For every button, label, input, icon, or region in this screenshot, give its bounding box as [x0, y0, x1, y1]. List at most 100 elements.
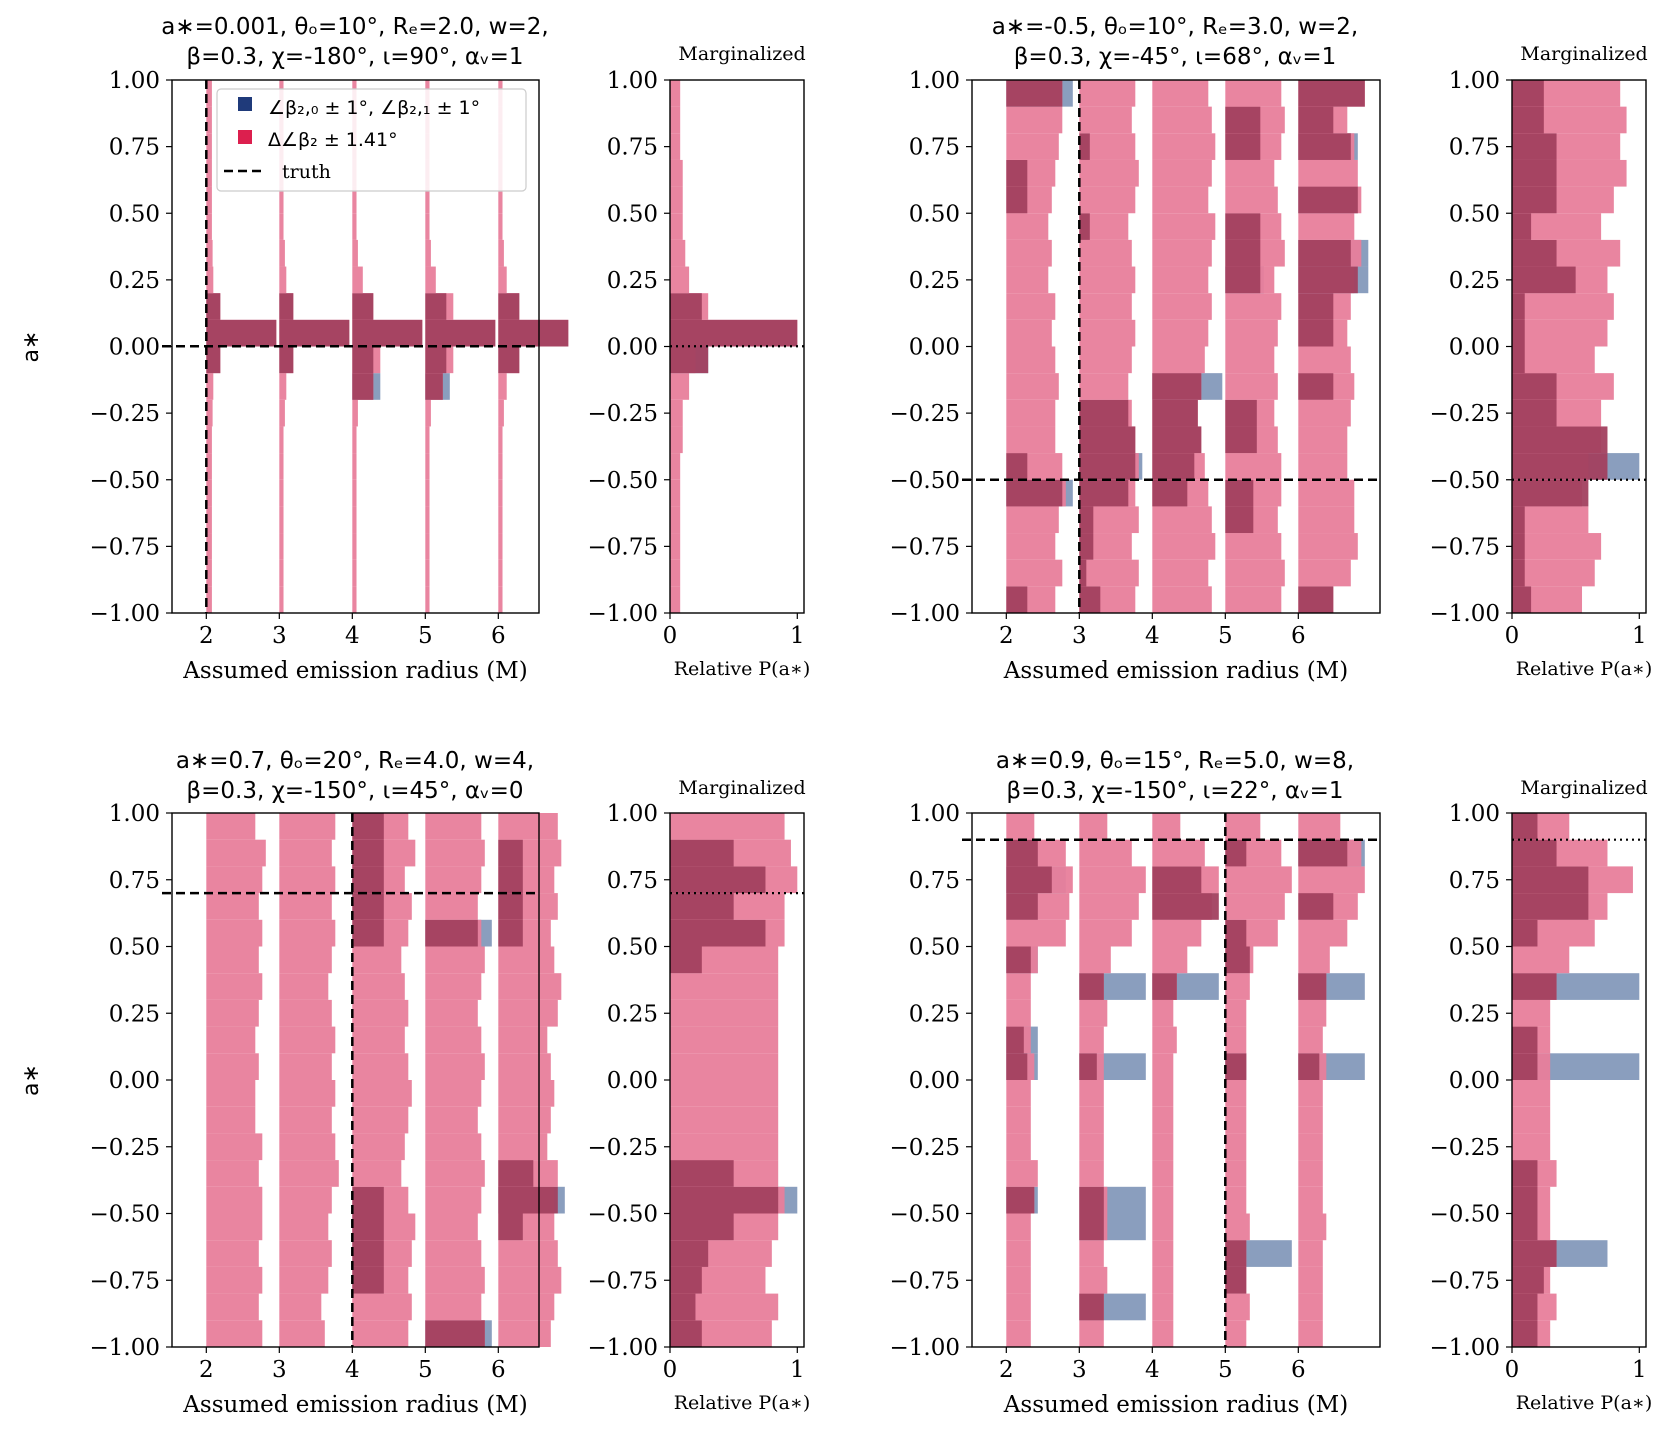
bar-outer [206, 426, 212, 454]
bar-inner [1225, 839, 1247, 867]
marginal-x-label: Relative P(a∗) [674, 658, 811, 680]
marg-x-tick-label: 1 [1632, 1357, 1647, 1383]
bar-outer [1225, 346, 1275, 374]
bar-outer [1298, 1160, 1323, 1187]
bar-inner [352, 839, 384, 867]
marginal-bar-outer [670, 106, 681, 134]
bar-outer [352, 586, 357, 613]
bar-inner [1225, 946, 1250, 974]
marginal-bar-outer [670, 426, 683, 454]
bar-inner [425, 919, 478, 947]
bar-inner [1225, 1266, 1247, 1294]
bar-outer [1079, 999, 1108, 1027]
bar-outer [425, 479, 430, 507]
marginal-bar-outer [670, 159, 683, 187]
bar-outer [1152, 1186, 1174, 1214]
bar-outer [206, 453, 212, 480]
bar-outer [279, 426, 284, 454]
subplot-group-1: a∗=0.001, θₒ=10°, Rₑ=2.0, w=2, β=0.3, χ=-… [19, 14, 810, 684]
bar-inner [1225, 133, 1261, 160]
bar-outer [425, 213, 430, 240]
bar-outer [279, 1053, 332, 1080]
bar-outer [1079, 266, 1136, 294]
legend-box [216, 88, 527, 192]
bar-outer [279, 559, 284, 587]
bar-outer [1152, 346, 1205, 374]
subplot-title-line2: β=0.3, χ=-150°, ι=22°, αᵥ=1 [1006, 778, 1343, 804]
bar-outer [1006, 506, 1059, 534]
marginal-bar-outer [670, 559, 681, 587]
marginal-bar-series [1512, 813, 1640, 1347]
bar-outer [279, 479, 284, 507]
bar-outer [279, 839, 332, 867]
bar-outer [1152, 1213, 1174, 1241]
y-tick-label: −0.25 [90, 1135, 160, 1161]
bar-outer [498, 973, 562, 1000]
y-tick-label: 0.00 [109, 1068, 160, 1094]
marginal-bar-inner [1512, 1320, 1538, 1347]
bar-outer [279, 1026, 336, 1054]
bar-outer [1152, 159, 1212, 187]
bar-outer [1079, 559, 1139, 587]
bar-outer [206, 133, 212, 160]
bar-inner [1006, 1186, 1035, 1214]
bar-outer [1225, 1213, 1250, 1241]
bar-outer [1079, 239, 1132, 267]
marg-y-tick-label: 0.25 [1449, 268, 1500, 294]
bar-outer [498, 1293, 555, 1321]
y-tick-label: 1.00 [109, 68, 160, 94]
bar-inner [352, 1213, 384, 1241]
bar-outer [1079, 946, 1111, 974]
marg-y-tick-label: −1.00 [588, 601, 658, 627]
marginal-bar-outer [1512, 1106, 1551, 1134]
bar-outer [425, 946, 485, 974]
marginal-bar-outer [670, 239, 686, 267]
bar-outer [206, 373, 214, 400]
bar-outer [1152, 1320, 1174, 1347]
y-tick-label: 0.50 [109, 201, 160, 227]
x-tick-label: 5 [1218, 623, 1233, 649]
marg-y-tick-label: −0.25 [1430, 1135, 1500, 1161]
bar-outer [352, 1320, 409, 1347]
bar-inner [1225, 106, 1261, 134]
marginal-bar-inner [1512, 559, 1525, 587]
marg-y-tick-label: −1.00 [1430, 1335, 1500, 1361]
bar-outer [352, 1293, 412, 1321]
y-tick-label: −0.25 [890, 401, 960, 427]
bar-inner [1079, 559, 1087, 587]
bar-inner [1298, 319, 1334, 347]
marg-y-tick-label: 1.00 [1449, 68, 1500, 94]
y-tick-label: 1.00 [109, 801, 160, 827]
y-tick-label: 0.75 [109, 868, 160, 894]
bar-outer [279, 813, 336, 840]
bar-outer [206, 159, 212, 187]
bar-inner [1152, 399, 1198, 427]
y-tick-label: 1.00 [909, 801, 960, 827]
bar-inner [1298, 266, 1358, 294]
marginal-title: Marginalized [1520, 777, 1647, 799]
bar-outer [279, 1133, 336, 1161]
bar-inner [352, 346, 374, 374]
bar-inner [206, 293, 221, 320]
bar-outer [498, 559, 503, 587]
bar-inner [1079, 506, 1094, 534]
marginal-x-label: Relative P(a∗) [1516, 1392, 1653, 1414]
y-tick-label: −0.50 [890, 1202, 960, 1228]
bar-inner [1298, 973, 1327, 1000]
marginal-bar-outer [670, 533, 681, 560]
bar-outer [1225, 1320, 1247, 1347]
bar-inner [1298, 106, 1334, 134]
bar-outer [1298, 1320, 1323, 1347]
bar-inner [206, 346, 221, 374]
bar-inner [1079, 533, 1094, 560]
bar-outer [206, 1186, 263, 1214]
marginal-bar-inner [1512, 973, 1557, 1000]
bar-inner [1152, 453, 1195, 480]
marg-y-tick-label: −0.75 [588, 1268, 658, 1294]
bar-inner [1152, 373, 1202, 400]
bar-outer [1079, 866, 1146, 894]
bar-outer [498, 999, 558, 1027]
bar-outer [1006, 399, 1056, 427]
bar-outer [206, 533, 212, 560]
bar-inner [1006, 186, 1028, 214]
